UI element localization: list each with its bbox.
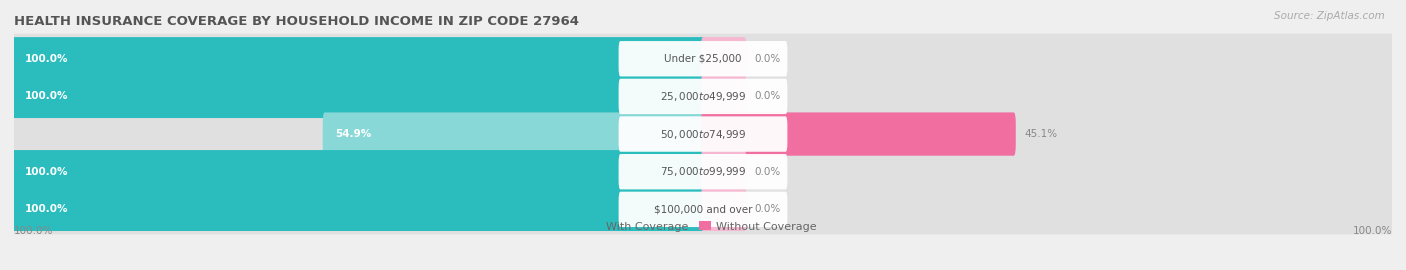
- FancyBboxPatch shape: [702, 112, 1015, 156]
- FancyBboxPatch shape: [619, 154, 787, 190]
- Text: Under $25,000: Under $25,000: [664, 54, 742, 64]
- Text: 100.0%: 100.0%: [24, 204, 67, 214]
- Text: Source: ZipAtlas.com: Source: ZipAtlas.com: [1274, 11, 1385, 21]
- FancyBboxPatch shape: [323, 112, 704, 156]
- Text: 0.0%: 0.0%: [755, 54, 780, 64]
- FancyBboxPatch shape: [702, 75, 747, 118]
- Text: $100,000 and over: $100,000 and over: [654, 204, 752, 214]
- FancyBboxPatch shape: [13, 71, 1393, 122]
- FancyBboxPatch shape: [13, 75, 704, 118]
- Text: 54.9%: 54.9%: [335, 129, 371, 139]
- FancyBboxPatch shape: [619, 192, 787, 227]
- Text: HEALTH INSURANCE COVERAGE BY HOUSEHOLD INCOME IN ZIP CODE 27964: HEALTH INSURANCE COVERAGE BY HOUSEHOLD I…: [14, 15, 579, 28]
- Text: 100.0%: 100.0%: [24, 167, 67, 177]
- FancyBboxPatch shape: [13, 184, 1393, 234]
- Text: $50,000 to $74,999: $50,000 to $74,999: [659, 127, 747, 141]
- Text: 100.0%: 100.0%: [14, 227, 53, 237]
- FancyBboxPatch shape: [702, 188, 747, 231]
- FancyBboxPatch shape: [13, 37, 704, 80]
- FancyBboxPatch shape: [702, 150, 747, 193]
- FancyBboxPatch shape: [619, 41, 787, 76]
- Text: 0.0%: 0.0%: [755, 92, 780, 102]
- Text: 100.0%: 100.0%: [24, 54, 67, 64]
- Text: $25,000 to $49,999: $25,000 to $49,999: [659, 90, 747, 103]
- FancyBboxPatch shape: [13, 34, 1393, 84]
- FancyBboxPatch shape: [13, 109, 1393, 159]
- FancyBboxPatch shape: [13, 150, 704, 193]
- FancyBboxPatch shape: [619, 116, 787, 152]
- Text: 100.0%: 100.0%: [1353, 227, 1392, 237]
- FancyBboxPatch shape: [13, 147, 1393, 197]
- Legend: With Coverage, Without Coverage: With Coverage, Without Coverage: [585, 217, 821, 236]
- Text: 0.0%: 0.0%: [755, 167, 780, 177]
- Text: 45.1%: 45.1%: [1024, 129, 1057, 139]
- Text: 100.0%: 100.0%: [24, 92, 67, 102]
- Text: $75,000 to $99,999: $75,000 to $99,999: [659, 165, 747, 178]
- FancyBboxPatch shape: [619, 79, 787, 114]
- FancyBboxPatch shape: [702, 37, 747, 80]
- Text: 0.0%: 0.0%: [755, 204, 780, 214]
- FancyBboxPatch shape: [13, 188, 704, 231]
